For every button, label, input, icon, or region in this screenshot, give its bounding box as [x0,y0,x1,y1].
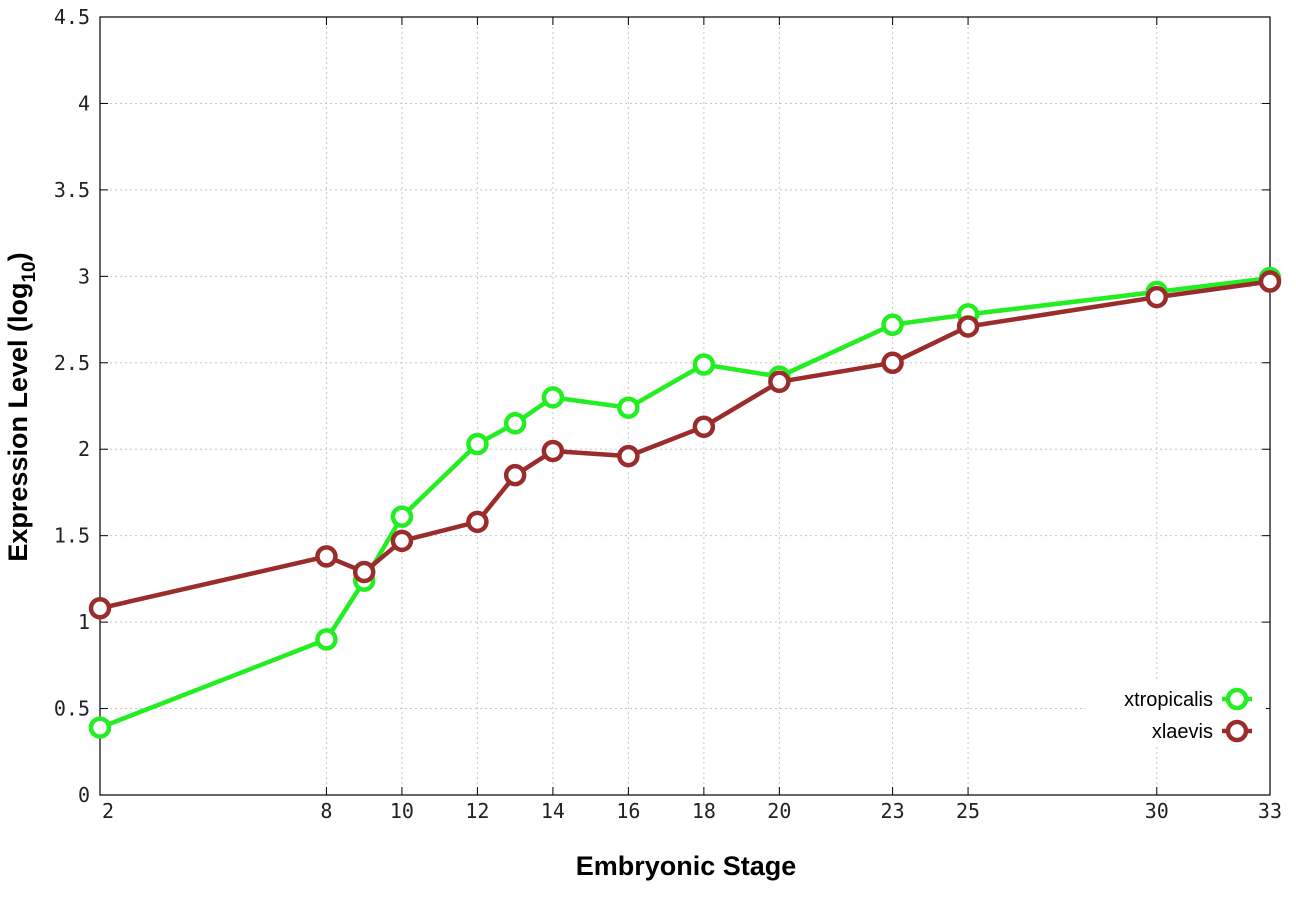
x-axis-title: Embryonic Stage [576,851,797,881]
data-point-xlaevis [956,315,980,338]
x-tick-label: 30 [1145,799,1169,823]
x-tick-label: 20 [767,799,791,823]
data-point-xtropicalis [881,313,904,336]
x-tick-label: 8 [320,799,332,823]
data-point-xtropicalis [315,628,338,651]
y-tick-label: 4 [78,91,90,115]
y-tick-label: 4.5 [54,5,90,29]
series-line-xtropicalis [99,275,1271,730]
data-point-xlaevis [881,351,904,375]
data-point-xlaevis [352,560,376,584]
data-point-xlaevis [692,415,716,438]
x-tick-label: 18 [692,799,716,823]
y-tick-label: 3.5 [54,178,90,202]
data-point-xtropicalis [88,716,112,739]
y-tick-label: 0 [78,783,90,807]
series-xlaevis [88,270,1282,620]
data-point-xlaevis [1258,270,1282,293]
data-point-xtropicalis [503,412,527,435]
data-point-xlaevis [390,529,414,553]
data-point-xtropicalis [466,432,489,456]
legend-marker-xtropicalis [1225,687,1249,711]
data-point-xlaevis [541,439,565,463]
axis-ticks: 0 0.5 1 1.5 2 2.5 3 3.5 4 4.5 2 8 10 12 14 16 18 20 23 25 30… [54,5,1282,823]
data-point-xlaevis [315,545,338,568]
x-tick-label: 25 [956,799,980,823]
data-point-xtropicalis [541,386,565,409]
x-tick-label: 16 [616,799,640,823]
legend-label-xlaevis: xlaevis [1152,721,1213,743]
data-point-xtropicalis [390,505,414,528]
y-axis-title-subscript: 10 [19,261,40,282]
x-tick-label: 14 [541,799,565,823]
data-point-xtropicalis [692,353,716,376]
data-point-xtropicalis [617,396,640,419]
x-tick-label: 10 [390,799,414,823]
y-tick-label: 2.5 [54,351,90,375]
y-tick-label: 0.5 [54,697,90,721]
x-tick-label: 23 [881,799,905,823]
data-point-xlaevis [768,370,791,394]
y-tick-label: 3 [78,264,90,288]
data-point-xlaevis [503,463,527,487]
series-xtropicalis [88,266,1282,739]
y-tick-label: 1 [78,610,90,634]
series-line-xlaevis [99,279,1271,611]
legend-marker-xlaevis [1225,719,1249,743]
x-tick-label: 33 [1258,799,1282,823]
data-point-xlaevis [1145,285,1169,309]
legend: xtropicalis xlaevis [1086,682,1266,746]
x-tick-label: 2 [102,799,114,823]
y-axis-title: Expression Level (log10) [3,252,40,561]
y-axis-title-close: ) [3,252,33,261]
grid [100,17,1270,795]
y-tick-label: 2 [78,437,90,461]
series [88,266,1282,739]
data-point-xlaevis [466,510,489,534]
plot-frame [99,16,1271,796]
legend-label-xtropicalis: xtropicalis [1124,689,1213,711]
x-tick-label: 12 [465,799,489,823]
y-tick-label: 1.5 [54,524,90,548]
y-axis-title-main: Expression Level (log [3,283,33,562]
data-point-xlaevis [88,597,112,620]
data-point-xlaevis [617,444,640,468]
